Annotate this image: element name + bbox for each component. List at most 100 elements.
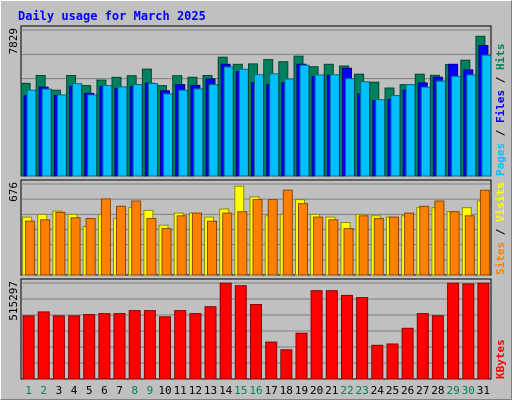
bar-pages-day-20 (314, 74, 325, 177)
bar-pages-day-14 (223, 66, 234, 177)
bar-kbytes-day-19 (295, 332, 308, 380)
x-tick-label-day-27: 27 (416, 384, 429, 397)
x-tick-label-day-12: 12 (189, 384, 202, 397)
bar-pages-day-4 (72, 83, 83, 177)
bar-sites-day-19 (298, 203, 308, 276)
bar-kbytes-day-4 (68, 315, 81, 380)
ylabel-hits: Hits (494, 44, 507, 71)
bar-kbytes-day-18 (280, 349, 293, 380)
x-tick-label-day-21: 21 (325, 384, 338, 397)
bar-kbytes-day-17 (265, 341, 278, 380)
ylabel-kbytes: KBytes (494, 339, 507, 379)
x-tick-label-day-9: 9 (147, 384, 154, 397)
bar-kbytes-day-22 (341, 294, 353, 380)
x-tick-label-day-1: 1 (25, 384, 32, 397)
bar-pages-day-24 (375, 99, 386, 177)
bar-kbytes-day-30 (462, 283, 475, 380)
x-tick-label-day-18: 18 (280, 384, 293, 397)
bar-kbytes-day-31 (477, 282, 490, 380)
x-tick-label-day-4: 4 (71, 384, 78, 397)
panel-bars (22, 185, 490, 276)
bar-sites-day-26 (404, 212, 415, 276)
bar-sites-day-16 (252, 199, 263, 276)
x-tick-label-day-7: 7 (116, 384, 123, 397)
bar-kbytes-day-14 (219, 282, 232, 380)
bar-pages-day-10 (163, 93, 173, 177)
bar-kbytes-day-2 (37, 311, 50, 380)
bar-pages-day-30 (466, 74, 477, 177)
bar-pages-day-5 (87, 94, 98, 177)
bar-sites-day-10 (161, 228, 172, 276)
ylabel-files: Files (494, 90, 507, 123)
panel-hits-files-pages: 7829 Pages / Files / Hits (7, 25, 507, 177)
ylabel-sites: Sites (494, 242, 507, 275)
x-tick-label-day-24: 24 (371, 384, 385, 397)
bar-sites-day-15 (237, 211, 248, 276)
bar-kbytes-day-20 (310, 290, 323, 380)
x-tick-label-day-26: 26 (401, 384, 414, 397)
bar-kbytes-day-12 (189, 313, 202, 380)
bar-pages-day-18 (284, 78, 295, 177)
x-tick-label-day-22: 22 (340, 384, 353, 397)
bar-pages-day-31 (481, 54, 492, 177)
bar-kbytes-day-29 (447, 282, 460, 380)
bar-sites-day-14 (222, 212, 233, 276)
bar-pages-day-22 (345, 78, 355, 177)
x-tick-label-day-20: 20 (310, 384, 323, 397)
bar-sites-day-8 (131, 200, 142, 276)
bar-pages-day-21 (329, 74, 340, 177)
bar-kbytes-day-9 (143, 310, 156, 380)
bar-pages-day-1 (26, 89, 37, 177)
panel-ytop-label: 676 (7, 182, 20, 202)
bar-sites-day-23 (358, 215, 369, 276)
bar-sites-day-5 (85, 218, 96, 276)
x-tick-label-day-11: 11 (174, 384, 187, 397)
bar-pages-day-8 (132, 84, 143, 177)
panel-ytop-label: 7829 (7, 28, 20, 55)
x-tick-label-day-23: 23 (355, 384, 368, 397)
x-tick-label-day-28: 28 (431, 384, 444, 397)
bar-kbytes-day-21 (325, 290, 338, 380)
bar-sites-day-13 (207, 220, 217, 276)
bar-sites-day-12 (191, 212, 202, 276)
x-tick-label-day-5: 5 (86, 384, 93, 397)
bar-kbytes-day-28 (431, 315, 444, 380)
x-tick-label-day-19: 19 (295, 384, 308, 397)
bar-pages-day-17 (269, 73, 280, 177)
x-tick-label-day-10: 10 (158, 384, 171, 397)
ylabel-pages: Pages (494, 143, 507, 176)
bar-pages-day-7 (117, 86, 128, 177)
bar-sites-day-9 (146, 218, 157, 276)
bar-kbytes-day-23 (356, 297, 369, 380)
ylabel-sep: / (494, 222, 507, 242)
bar-sites-day-2 (40, 219, 51, 276)
bar-kbytes-day-11 (174, 310, 187, 380)
x-tick-label-day-16: 16 (249, 384, 262, 397)
bar-pages-day-2 (41, 88, 52, 177)
bar-kbytes-day-15 (234, 285, 247, 380)
bar-kbytes-day-16 (250, 304, 262, 380)
bar-pages-day-28 (435, 80, 446, 177)
bar-pages-day-16 (254, 74, 264, 177)
x-tick-label-day-25: 25 (386, 384, 399, 397)
ylabel-sep: / (494, 70, 507, 90)
bar-sites-day-27 (419, 205, 430, 276)
ylabel-sep: / (494, 123, 507, 143)
x-tick-label-day-17: 17 (265, 384, 278, 397)
panel-ylabel: Pages / Files / Hits (494, 44, 507, 177)
bar-sites-day-28 (434, 200, 445, 276)
bar-pages-day-26 (405, 84, 416, 177)
bar-sites-day-11 (176, 215, 187, 276)
bar-kbytes-day-24 (371, 344, 384, 380)
ylabel-visits: Visits (494, 182, 507, 222)
bar-sites-day-18 (282, 189, 293, 276)
chart-title: Daily usage for March 2025 (18, 9, 206, 23)
panel-ytop-label: 515297 (7, 281, 20, 321)
bar-sites-day-22 (343, 228, 354, 276)
x-tick-label-day-8: 8 (131, 384, 138, 397)
bar-pages-day-11 (178, 89, 189, 177)
panel-bars (20, 35, 492, 177)
x-tick-label-day-3: 3 (56, 384, 63, 397)
